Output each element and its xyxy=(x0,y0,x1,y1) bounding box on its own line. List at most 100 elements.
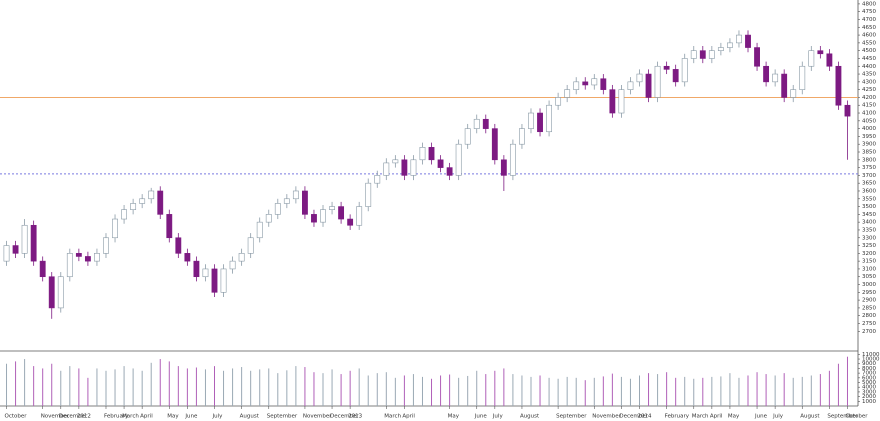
y-tick-label: 3300 xyxy=(862,235,876,241)
candle-body xyxy=(292,190,299,200)
x-tick-label: July xyxy=(772,414,784,420)
y-tick-label: 4450 xyxy=(862,56,876,62)
candle-body xyxy=(21,224,28,254)
x-tick-label: November xyxy=(592,414,621,420)
y-tick-label: 3600 xyxy=(862,188,876,194)
candle-body xyxy=(509,143,516,176)
volume-tick-label: 7000 xyxy=(862,371,876,377)
volume-tick-label: 6000 xyxy=(862,375,876,381)
candle-body xyxy=(564,89,571,98)
y-tick-label: 4500 xyxy=(862,48,876,54)
candle-body xyxy=(528,112,534,129)
y-tick-label: 4000 xyxy=(862,126,876,132)
candle-body xyxy=(311,214,317,223)
y-tick-label: 4600 xyxy=(862,33,876,39)
candle-body xyxy=(835,65,842,106)
candle-body xyxy=(500,159,507,176)
candle-body xyxy=(428,147,435,161)
candle-body xyxy=(48,276,55,309)
candle-body xyxy=(347,218,354,226)
candle-body xyxy=(817,50,824,55)
candle-body xyxy=(202,268,209,278)
candle-body xyxy=(555,97,562,106)
y-tick-label: 3100 xyxy=(862,266,876,272)
candle-body xyxy=(383,162,390,176)
candle-body xyxy=(781,73,788,98)
candle-body xyxy=(455,143,462,176)
y-tick-label: 3750 xyxy=(862,165,876,171)
y-tick-label: 4400 xyxy=(862,64,876,70)
y-tick-label: 3200 xyxy=(862,251,876,257)
candle-body xyxy=(591,78,598,86)
x-tick-label: February xyxy=(104,414,129,420)
x-tick-label: 2012 xyxy=(77,414,91,420)
candle-body xyxy=(401,159,408,176)
volume-tick-label: 3000 xyxy=(862,389,876,395)
candle-body xyxy=(464,128,471,145)
x-tick-label: October xyxy=(5,414,28,420)
candle-body xyxy=(681,58,688,83)
y-tick-label: 3850 xyxy=(862,150,876,156)
x-tick-label: September xyxy=(267,414,298,420)
candle-body xyxy=(220,268,227,293)
x-tick-label: July xyxy=(492,414,504,420)
y-tick-label: 3900 xyxy=(862,142,876,148)
candle-body xyxy=(844,104,851,117)
candle-body xyxy=(654,65,661,98)
candle-body xyxy=(437,159,444,168)
candle-body xyxy=(736,34,742,44)
y-tick-label: 2700 xyxy=(862,329,876,335)
candle-body xyxy=(763,65,770,83)
candle-body xyxy=(84,256,91,262)
volume-tick-label: 5000 xyxy=(862,380,876,386)
volume-tick-label: 10000 xyxy=(862,357,880,363)
volume-tick-label: 11000 xyxy=(862,352,880,358)
y-tick-label: 4750 xyxy=(862,9,876,15)
y-tick-label: 2850 xyxy=(862,305,876,311)
x-tick-label: February xyxy=(665,414,690,420)
candle-body xyxy=(329,206,335,210)
candle-body xyxy=(609,89,616,114)
x-tick-label: March xyxy=(122,414,139,420)
y-tick-label: 2750 xyxy=(862,321,876,327)
y-tick-label: 3800 xyxy=(862,157,876,163)
y-tick-label: 3550 xyxy=(862,196,876,202)
candle-body xyxy=(410,159,417,176)
y-tick-label: 3050 xyxy=(862,274,876,280)
candle-body xyxy=(790,89,797,98)
candle-body xyxy=(708,50,715,59)
candle-body xyxy=(374,175,381,184)
y-tick-label: 3350 xyxy=(862,227,876,233)
y-tick-label: 3150 xyxy=(862,259,876,265)
x-tick-label: September xyxy=(827,414,858,420)
x-tick-label: October xyxy=(845,414,868,420)
volume-tick-label: 8000 xyxy=(862,366,876,372)
candle-body xyxy=(66,253,73,278)
candle-body xyxy=(320,209,326,223)
x-tick-label: August xyxy=(240,414,260,420)
candle-body xyxy=(94,253,100,262)
candle-body xyxy=(645,73,652,98)
y-tick-label: 4250 xyxy=(862,87,876,93)
y-tick-label: 4200 xyxy=(862,95,876,101)
candle-body xyxy=(808,50,815,67)
x-tick-label: May xyxy=(728,414,740,420)
candle-body xyxy=(166,214,173,239)
y-tick-label: 4800 xyxy=(862,1,876,7)
candle-body xyxy=(491,128,498,161)
volume-tick-label: 1000 xyxy=(862,399,876,405)
y-tick-label: 4650 xyxy=(862,25,876,31)
candle-body xyxy=(356,206,363,226)
candle-body xyxy=(229,260,236,270)
y-tick-label: 3450 xyxy=(862,212,876,218)
x-tick-label: June xyxy=(754,414,768,420)
x-tick-label: May xyxy=(448,414,460,420)
candle-body xyxy=(537,112,543,133)
candle-body xyxy=(419,147,426,161)
candle-body xyxy=(148,190,155,200)
x-tick-label: July xyxy=(212,414,224,420)
x-tick-label: June xyxy=(184,414,198,420)
y-tick-label: 3250 xyxy=(862,243,876,249)
candle-body xyxy=(3,245,10,262)
